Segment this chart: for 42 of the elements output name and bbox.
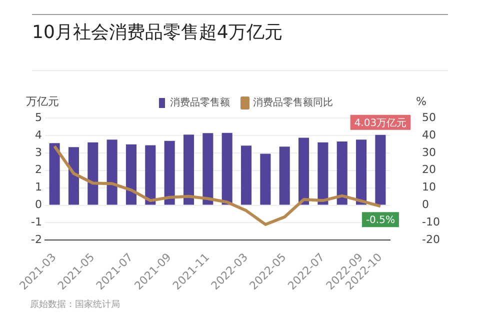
- chart-title: 10月社会消费品零售超4万亿元: [32, 21, 282, 44]
- bar: [68, 147, 79, 205]
- text: 原始数据：国家统计局: [30, 298, 120, 311]
- bar: [279, 146, 290, 205]
- bar: [106, 140, 118, 205]
- y2-tick-label: 50: [422, 110, 436, 124]
- y-tick-label: -1: [31, 216, 42, 229]
- data-label: 4.03万亿元: [354, 118, 407, 130]
- bar: [318, 142, 328, 205]
- bar: [126, 144, 137, 205]
- y2-tick-label: 10: [422, 180, 436, 194]
- y-tick-label: 1: [34, 180, 42, 194]
- bar: [88, 142, 98, 205]
- bar: [260, 154, 271, 205]
- bar: [222, 132, 232, 205]
- y-tick-label: 5: [34, 110, 42, 124]
- bar: [336, 142, 348, 205]
- bar: [145, 145, 156, 205]
- y-tick-label: 4: [34, 128, 42, 142]
- bar: [298, 138, 310, 205]
- bar: [49, 143, 60, 205]
- bar: [183, 134, 194, 205]
- legend-label: 消费品零售额: [170, 96, 230, 109]
- bar: [202, 133, 214, 205]
- y-tick-label: 0: [34, 198, 42, 212]
- y2-tick-label: 40: [422, 128, 436, 142]
- y-axis-title: 万亿元: [26, 94, 59, 108]
- y2-tick-label: 20: [422, 163, 436, 176]
- bar: [164, 140, 175, 205]
- bar: [375, 134, 386, 205]
- y2-axis-title: %: [416, 94, 426, 108]
- y2-tick-label: -20: [422, 233, 440, 246]
- y2-tick-label: -10: [422, 216, 440, 229]
- y-tick-label: 2: [34, 163, 42, 176]
- y-tick-label: 3: [34, 146, 42, 159]
- y-tick-label: -2: [31, 233, 42, 246]
- bar: [356, 140, 367, 205]
- y2-tick-label: 30: [422, 146, 436, 159]
- y2-tick-label: 0: [422, 198, 430, 212]
- bar: [240, 146, 252, 205]
- legend-label: 消费品零售额同比: [253, 96, 333, 109]
- data-label: -0.5%: [366, 215, 395, 226]
